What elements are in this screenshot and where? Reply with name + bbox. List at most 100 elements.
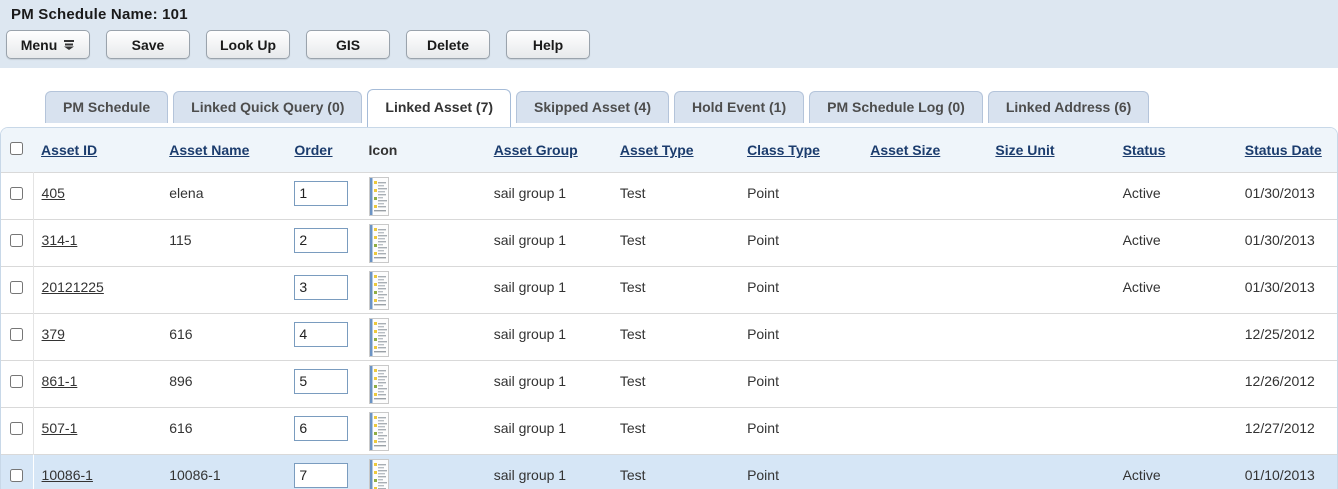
linked-asset-table-container: Asset ID Asset Name Order Icon Asset Gro… xyxy=(0,127,1338,489)
asset-id-link[interactable]: 379 xyxy=(41,325,65,342)
asset-size-cell xyxy=(862,171,988,219)
class-type-cell: Point xyxy=(739,312,863,360)
asset-group-cell: sail group 1 xyxy=(485,265,612,313)
column-header-asset-type[interactable]: Asset Type xyxy=(619,141,694,158)
class-type-cell: Point xyxy=(739,453,863,489)
column-header-size-unit[interactable]: Size Unit xyxy=(995,141,1055,158)
help-button[interactable]: Help xyxy=(506,30,590,59)
asset-name-cell xyxy=(161,265,287,313)
size-unit-cell xyxy=(987,218,1115,266)
status-date-cell: 01/30/2013 xyxy=(1236,218,1337,266)
column-header-asset-name[interactable]: Asset Name xyxy=(169,141,250,158)
select-all-checkbox[interactable] xyxy=(10,141,23,155)
column-header-asset-id[interactable]: Asset ID xyxy=(41,141,98,158)
order-input[interactable] xyxy=(294,227,349,253)
gis-button[interactable]: GIS xyxy=(306,30,390,59)
toolbar: Menu Save Look Up GIS Delete Help xyxy=(6,30,1338,59)
status-cell xyxy=(1114,406,1237,454)
asset-icon-cell xyxy=(360,265,486,313)
order-input[interactable] xyxy=(294,415,349,441)
size-unit-cell xyxy=(987,359,1115,407)
status-date-cell: 12/27/2012 xyxy=(1236,406,1337,454)
asset-size-cell xyxy=(862,265,988,313)
topbar: PM Schedule Name: 101 Menu Save Look Up … xyxy=(0,0,1338,68)
column-header-icon: Icon xyxy=(368,141,398,158)
class-type-cell: Point xyxy=(739,359,863,407)
row-checkbox[interactable] xyxy=(10,186,23,200)
save-button[interactable]: Save xyxy=(106,30,190,59)
row-checkbox[interactable] xyxy=(10,374,23,388)
asset-size-cell xyxy=(862,359,988,407)
asset-icon-thumbnail xyxy=(368,364,389,407)
column-header-asset-group[interactable]: Asset Group xyxy=(493,141,578,158)
asset-name-cell: 616 xyxy=(161,406,287,454)
column-header-order[interactable]: Order xyxy=(294,141,333,158)
order-input[interactable] xyxy=(294,321,349,347)
delete-button[interactable]: Delete xyxy=(406,30,490,59)
asset-id-link[interactable]: 10086-1 xyxy=(41,466,93,483)
column-header-status-date[interactable]: Status Date xyxy=(1244,141,1322,158)
asset-type-cell: Test xyxy=(611,171,740,219)
tab-linked-address[interactable]: Linked Address (6) xyxy=(987,91,1150,123)
asset-icon-thumbnail xyxy=(368,317,389,360)
status-cell: Active xyxy=(1114,453,1237,489)
asset-size-cell xyxy=(862,406,988,454)
class-type-cell: Point xyxy=(739,218,863,266)
tab-pm-schedule-log[interactable]: PM Schedule Log (0) xyxy=(809,91,983,123)
asset-name-cell: 115 xyxy=(161,218,287,266)
asset-name-cell: 896 xyxy=(161,359,287,407)
status-date-cell: 12/26/2012 xyxy=(1236,359,1337,407)
asset-id-link[interactable]: 314-1 xyxy=(41,231,78,248)
asset-name-cell: 10086-1 xyxy=(161,453,287,489)
tab-hold-event[interactable]: Hold Event (1) xyxy=(674,91,805,123)
class-type-cell: Point xyxy=(739,171,863,219)
status-cell xyxy=(1114,312,1237,360)
asset-group-cell: sail group 1 xyxy=(485,312,612,360)
tab-skipped-asset[interactable]: Skipped Asset (4) xyxy=(516,91,669,123)
asset-icon-cell xyxy=(360,171,486,219)
row-checkbox[interactable] xyxy=(10,280,23,294)
table-row: 405 elena xyxy=(1,171,1337,219)
row-checkbox[interactable] xyxy=(10,421,23,435)
asset-icon-cell xyxy=(360,359,486,407)
status-date-cell: 01/10/2013 xyxy=(1236,453,1337,489)
row-checkbox[interactable] xyxy=(10,327,23,341)
tab-linked-asset[interactable]: Linked Asset (7) xyxy=(367,89,512,127)
class-type-cell: Point xyxy=(739,265,863,313)
asset-icon-thumbnail xyxy=(368,270,389,313)
order-input[interactable] xyxy=(294,180,349,206)
asset-icon-cell xyxy=(360,453,486,489)
asset-group-cell: sail group 1 xyxy=(485,218,612,266)
page-title: PM Schedule Name: 101 xyxy=(11,6,188,23)
asset-name-cell: elena xyxy=(161,171,287,219)
column-header-status[interactable]: Status xyxy=(1122,141,1166,158)
tab-linked-quick-query[interactable]: Linked Quick Query (0) xyxy=(173,91,363,123)
status-date-cell: 01/30/2013 xyxy=(1236,171,1337,219)
tab-pm-schedule[interactable]: PM Schedule xyxy=(45,91,169,123)
order-input[interactable] xyxy=(294,462,349,488)
column-header-class-type[interactable]: Class Type xyxy=(747,141,820,158)
asset-id-link[interactable]: 20121225 xyxy=(41,278,104,295)
column-header-asset-size[interactable]: Asset Size xyxy=(870,141,941,158)
size-unit-cell xyxy=(987,265,1115,313)
tab-bar: PM Schedule Linked Quick Query (0) Linke… xyxy=(45,86,1338,127)
table-header-row: Asset ID Asset Name Order Icon Asset Gro… xyxy=(1,128,1337,172)
row-checkbox[interactable] xyxy=(10,468,23,482)
menu-button[interactable]: Menu xyxy=(6,30,90,59)
asset-group-cell: sail group 1 xyxy=(485,406,612,454)
status-cell: Active xyxy=(1114,265,1237,313)
lookup-button[interactable]: Look Up xyxy=(206,30,290,59)
asset-type-cell: Test xyxy=(611,453,740,489)
asset-id-link[interactable]: 507-1 xyxy=(41,419,78,436)
asset-icon-thumbnail xyxy=(368,223,389,266)
class-type-cell: Point xyxy=(739,406,863,454)
row-checkbox[interactable] xyxy=(10,233,23,247)
asset-icon-cell xyxy=(360,312,486,360)
order-input[interactable] xyxy=(294,368,349,394)
menu-dropdown-icon xyxy=(63,39,75,50)
asset-id-link[interactable]: 405 xyxy=(41,184,65,201)
order-input[interactable] xyxy=(294,274,349,300)
status-cell: Active xyxy=(1114,171,1237,219)
asset-id-link[interactable]: 861-1 xyxy=(41,372,78,389)
asset-group-cell: sail group 1 xyxy=(485,171,612,219)
